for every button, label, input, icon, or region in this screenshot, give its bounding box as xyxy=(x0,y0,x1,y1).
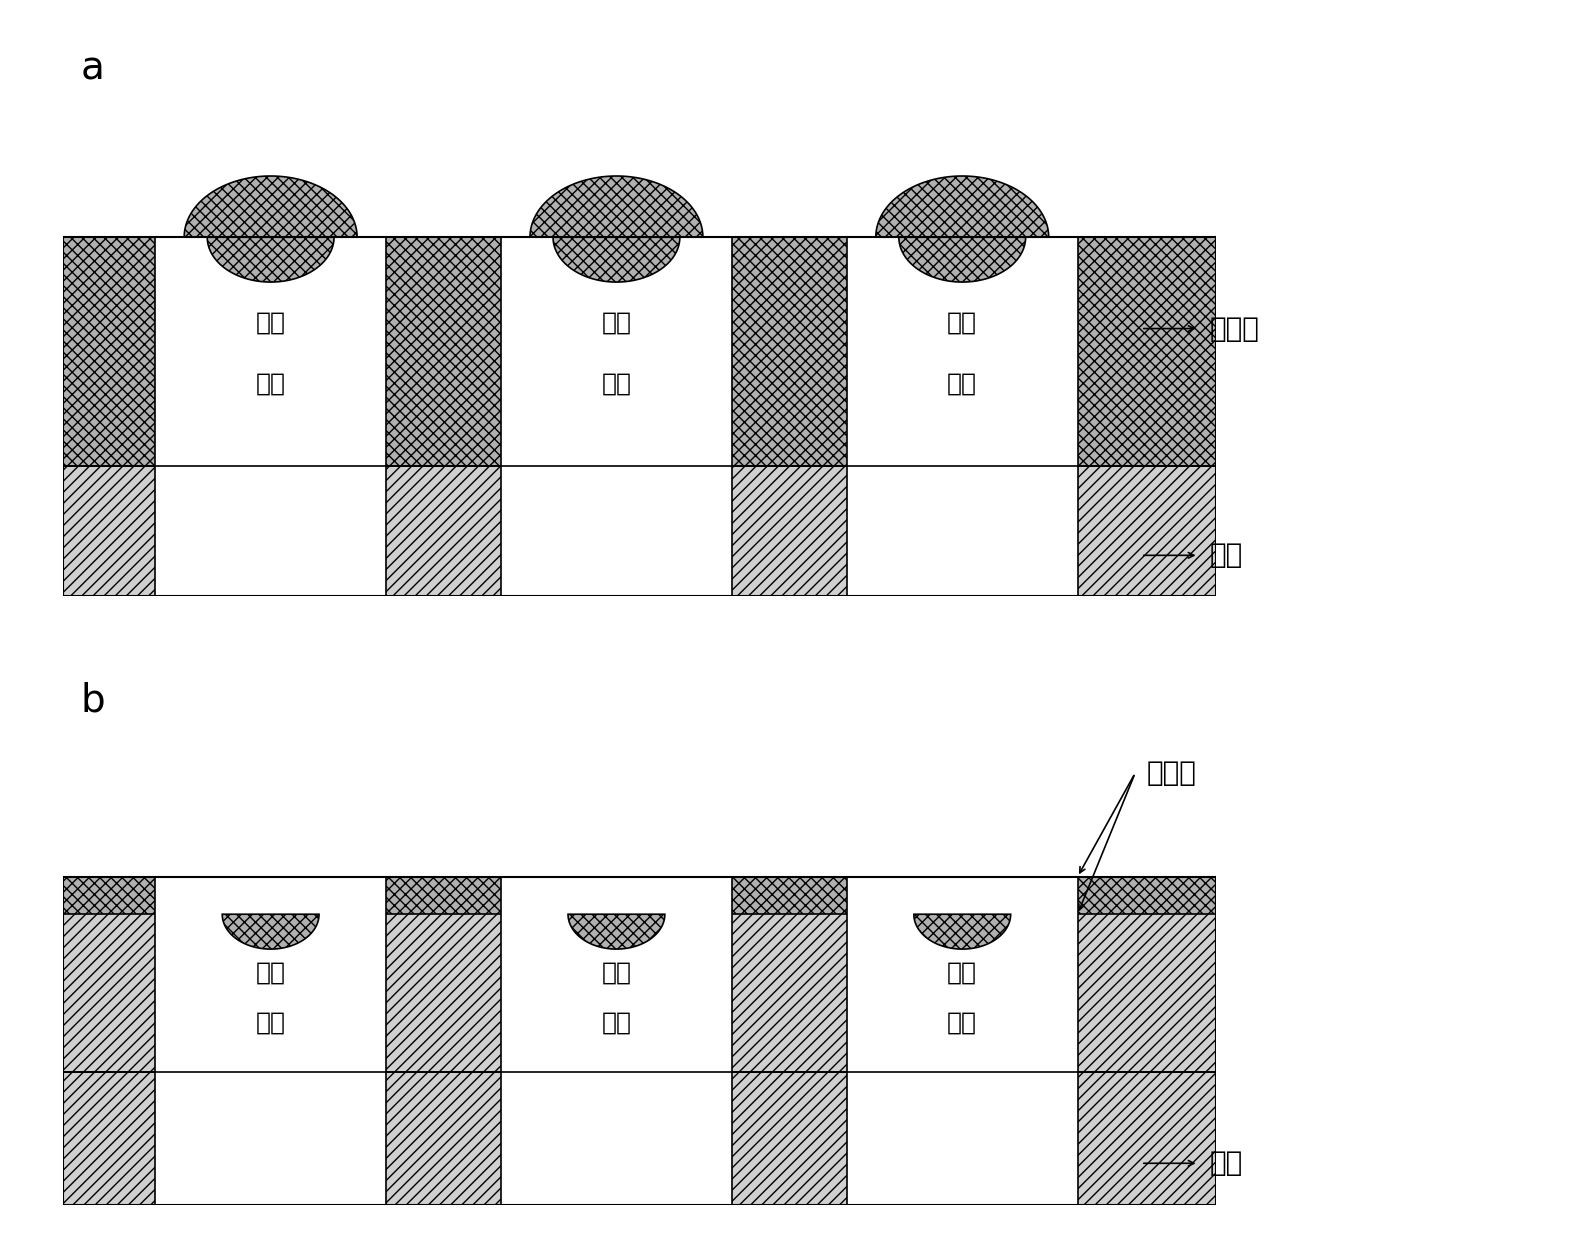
Polygon shape xyxy=(876,176,1048,237)
Polygon shape xyxy=(568,914,665,949)
Text: 化硅: 化硅 xyxy=(947,371,977,397)
Bar xyxy=(63,466,1216,596)
Text: 二氧: 二氧 xyxy=(256,311,286,335)
Bar xyxy=(846,877,1077,1205)
Bar xyxy=(63,1072,1216,1205)
Polygon shape xyxy=(185,176,357,237)
Text: 化硅: 化硅 xyxy=(602,1010,632,1034)
Polygon shape xyxy=(914,914,1011,949)
Bar xyxy=(501,237,731,596)
Text: 二氧: 二氧 xyxy=(602,960,632,984)
Text: 二氧: 二氧 xyxy=(947,960,977,984)
Polygon shape xyxy=(898,237,1026,282)
Polygon shape xyxy=(531,176,703,237)
Text: 二氧: 二氧 xyxy=(947,311,977,335)
Polygon shape xyxy=(553,237,681,282)
Text: 化硅: 化硅 xyxy=(256,1010,286,1034)
Polygon shape xyxy=(207,237,335,282)
Bar xyxy=(155,237,385,596)
Bar xyxy=(155,877,385,1205)
Text: 化硅: 化硅 xyxy=(947,1010,977,1034)
Bar xyxy=(63,877,1216,1072)
Polygon shape xyxy=(223,914,319,949)
Text: 多晶硅: 多晶硅 xyxy=(1146,759,1197,787)
Text: a: a xyxy=(81,49,104,88)
Text: b: b xyxy=(81,681,106,720)
Text: 二氧: 二氧 xyxy=(256,960,286,984)
Bar xyxy=(63,237,1216,466)
Text: 化硅: 化硅 xyxy=(602,371,632,397)
Text: 基底: 基底 xyxy=(1210,541,1243,570)
Text: 多晶硅: 多晶硅 xyxy=(1210,315,1260,343)
Text: 二氧: 二氧 xyxy=(602,311,632,335)
Text: 化硅: 化硅 xyxy=(256,371,286,397)
Bar xyxy=(501,877,731,1205)
Bar xyxy=(63,877,1216,914)
Bar xyxy=(846,237,1077,596)
Text: 基底: 基底 xyxy=(1210,1150,1243,1177)
